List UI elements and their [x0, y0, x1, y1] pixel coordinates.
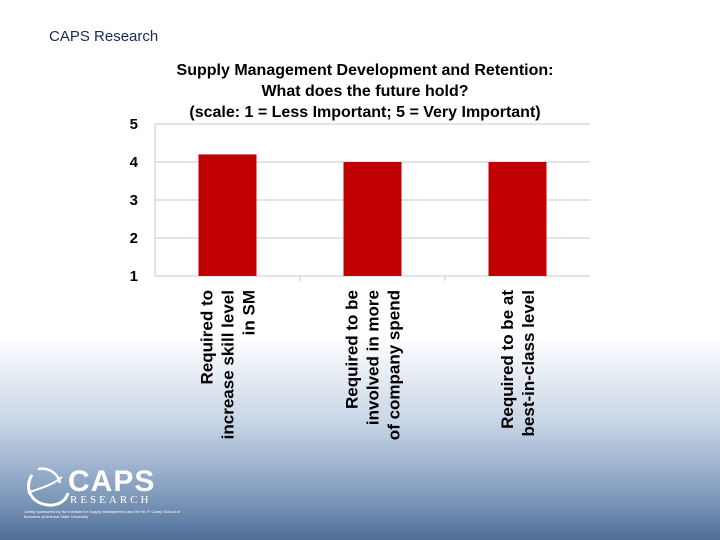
category-label: Required to increase skill level in SM [198, 290, 259, 439]
y-tick-label: 2 [130, 230, 138, 247]
category-label-line: of company spend [385, 290, 404, 440]
chart-title: Supply Management Development and Retent… [130, 60, 600, 123]
chart-title-line-2: What does the future hold? [261, 83, 469, 100]
category-label-line: involved in more [364, 290, 383, 425]
globe-swoosh-icon [27, 467, 70, 507]
category-label-line: Required to [198, 290, 217, 384]
category-label-line: Required to be [343, 290, 362, 409]
logo-fine-print: Jointly sponsored by the Institute for S… [24, 509, 181, 519]
y-tick-label: 5 [130, 116, 138, 133]
category-label: Required to be at best-in-class level [498, 290, 538, 437]
y-tick-label: 4 [130, 154, 139, 171]
caps-research-logo: CAPS RESEARCH Jointly sponsored by the I… [22, 463, 182, 525]
bar [343, 162, 402, 276]
header-label: CAPS Research [49, 28, 159, 45]
category-label-line: Required to be at [498, 290, 517, 429]
logo-subtitle: RESEARCH [70, 494, 152, 506]
category-label-line: in SM [240, 290, 259, 335]
y-tick-label: 3 [130, 192, 138, 209]
category-label: Required to be involved in more of company… [343, 290, 404, 440]
bar [198, 154, 257, 276]
bar [488, 162, 547, 276]
logo-word: CAPS [68, 465, 156, 498]
y-tick-label: 1 [130, 268, 138, 285]
chart-title-line-3: (scale: 1 = Less Important; 5 = Very Imp… [189, 104, 541, 121]
chart-title-line-1: Supply Management Development and Retent… [176, 62, 554, 79]
category-label-line: increase skill level [219, 290, 238, 439]
category-label-line: best-in-class level [519, 290, 538, 436]
